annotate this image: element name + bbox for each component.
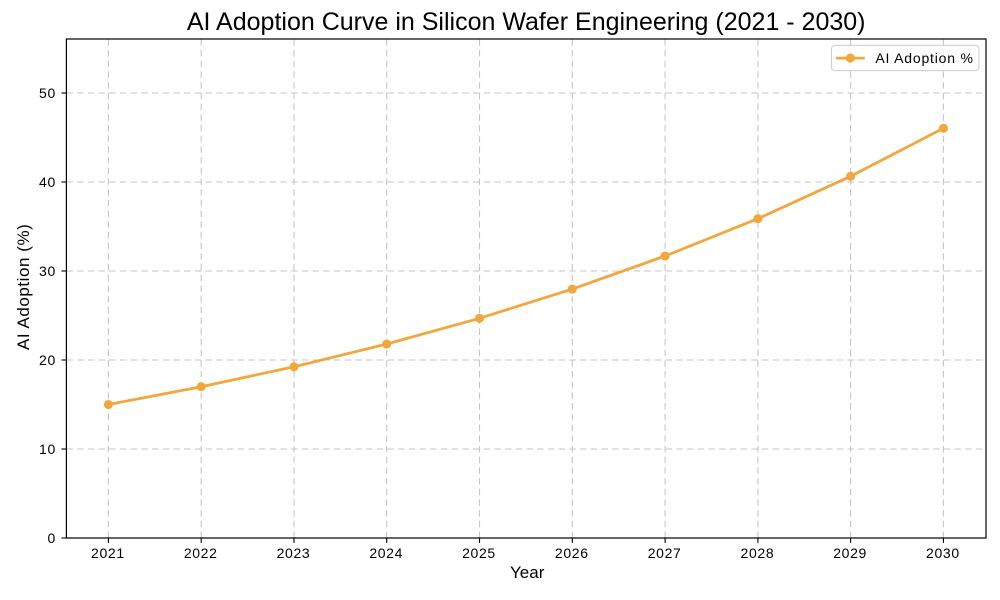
svg-text:AI Adoption %: AI Adoption % [875, 50, 973, 66]
svg-text:2030: 2030 [926, 545, 960, 561]
svg-text:50: 50 [39, 85, 56, 101]
svg-text:2023: 2023 [277, 545, 311, 561]
svg-text:2028: 2028 [741, 545, 775, 561]
svg-text:20: 20 [39, 352, 56, 368]
svg-text:2022: 2022 [184, 545, 218, 561]
svg-text:2027: 2027 [648, 545, 682, 561]
svg-text:Year: Year [510, 563, 545, 582]
svg-text:2024: 2024 [369, 545, 403, 561]
svg-text:2021: 2021 [91, 545, 125, 561]
svg-text:AI Adoption (%): AI Adoption (%) [14, 224, 33, 350]
svg-text:2025: 2025 [462, 545, 496, 561]
svg-text:AI Adoption Curve in Silicon W: AI Adoption Curve in Silicon Wafer Engin… [187, 8, 866, 36]
svg-text:10: 10 [39, 441, 56, 457]
svg-text:2029: 2029 [833, 545, 867, 561]
svg-text:2026: 2026 [555, 545, 589, 561]
svg-text:0: 0 [47, 530, 55, 546]
svg-text:40: 40 [39, 174, 56, 190]
svg-text:30: 30 [39, 263, 56, 279]
